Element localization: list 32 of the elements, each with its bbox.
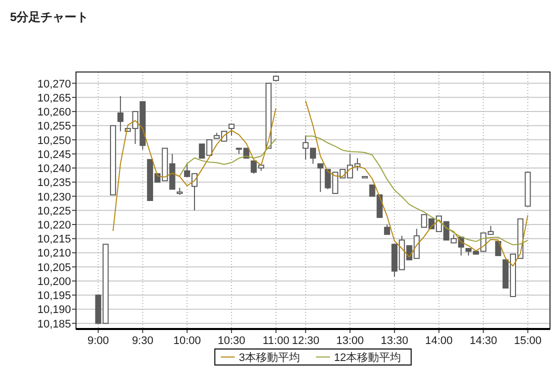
ytick: 10,255: [37, 120, 71, 133]
xtick: 9:00: [88, 335, 109, 347]
xtick: 11:00: [262, 335, 290, 347]
legend-label: 12本移動平均: [334, 351, 402, 364]
xtick: 13:00: [336, 335, 364, 347]
ytick: 10,215: [37, 234, 71, 246]
ytick: 10,225: [37, 205, 71, 218]
ytick: 10,270: [37, 78, 71, 90]
ytick: 10,190: [37, 304, 71, 316]
legend-label: 3本移動平均: [238, 351, 300, 364]
xtick: 14:30: [470, 335, 498, 347]
ytick: 10,220: [37, 220, 71, 232]
xtick: 15:00: [514, 335, 542, 347]
ytick: 10,200: [37, 276, 71, 288]
xtick: 12:30: [292, 335, 320, 347]
ytick: 10,195: [37, 290, 71, 302]
ytick: 10,205: [37, 262, 71, 274]
title: 5分足チャート: [10, 10, 89, 24]
ytick: 10,250: [37, 134, 71, 147]
xtick: 10:30: [218, 335, 246, 347]
xtick: 13:30: [380, 335, 408, 347]
ytick: 10,210: [37, 248, 71, 260]
ytick: 10,235: [37, 177, 71, 190]
xtick: 9:30: [132, 335, 154, 347]
ytick: 10,260: [37, 106, 71, 119]
ytick: 10,265: [37, 92, 71, 104]
ytick: 10,230: [37, 191, 71, 204]
ytick: 10,185: [37, 318, 71, 330]
xtick: 10:00: [173, 335, 201, 347]
ytick: 10,245: [37, 148, 71, 161]
ytick: 10,240: [37, 163, 71, 176]
xtick: 14:00: [425, 335, 453, 347]
